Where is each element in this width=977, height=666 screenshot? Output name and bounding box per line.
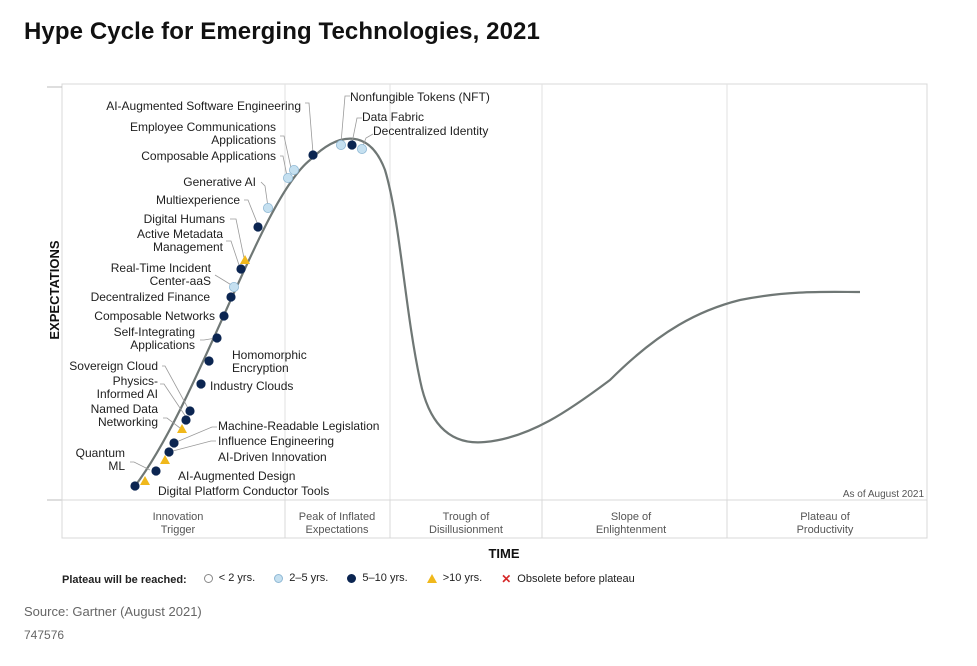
marker-decentralized-identity bbox=[356, 143, 367, 154]
hype-curve bbox=[134, 137, 861, 487]
tech-label-employee-communications-applications: Employee Communications Applications bbox=[130, 120, 276, 147]
tech-label-nonfungible-tokens: Nonfungible Tokens (NFT) bbox=[350, 90, 490, 104]
legend-label: >10 yrs. bbox=[442, 572, 483, 584]
legend-item-2-5-years: 2–5 yrs. bbox=[274, 572, 328, 584]
phase-label: Enlightenment bbox=[596, 524, 666, 536]
circle-white-icon bbox=[203, 573, 213, 583]
marker-data-fabric bbox=[347, 140, 357, 150]
phase-label: Expectations bbox=[306, 524, 369, 536]
circle-dark-icon bbox=[347, 573, 357, 583]
marker-nonfungible-tokens bbox=[335, 139, 346, 150]
source-note: Source: Gartner (August 2021) bbox=[24, 604, 202, 619]
tech-label-decentralized-finance: Decentralized Finance bbox=[91, 290, 211, 304]
phase-label: Trigger bbox=[161, 524, 196, 536]
technology-markers bbox=[130, 139, 367, 491]
tech-label-composable-networks: Composable Networks bbox=[94, 309, 215, 323]
tech-label-digital-platform-conductor-tools: Digital Platform Conductor Tools bbox=[158, 484, 329, 498]
legend-label: 5–10 yrs. bbox=[362, 572, 408, 584]
marker-employee-communications-applications bbox=[288, 164, 299, 175]
marker-composable-networks bbox=[219, 311, 229, 321]
legend-title: Plateau will be reached: bbox=[62, 573, 187, 586]
marker-physics-informed-ai bbox=[177, 424, 187, 433]
tech-label-decentralized-identity: Decentralized Identity bbox=[373, 124, 488, 138]
legend-item-under-2-years: < 2 yrs. bbox=[203, 572, 256, 584]
tech-label-industry-clouds: Industry Clouds bbox=[210, 379, 293, 393]
legend-item-5-10-years: 5–10 yrs. bbox=[347, 572, 408, 584]
marker-influence-engineering bbox=[160, 455, 170, 464]
tech-label-ai-augmented-software-engineering: AI-Augmented Software Engineering bbox=[106, 99, 301, 113]
tech-label-digital-humans: Digital Humans bbox=[144, 212, 225, 226]
marker-self-integrating-applications bbox=[212, 333, 222, 343]
marker-ai-augmented-software-engineering bbox=[308, 150, 318, 160]
tech-label-data-fabric: Data Fabric bbox=[362, 110, 424, 124]
marker-ai-augmented-design bbox=[140, 476, 150, 485]
marker-decentralized-finance bbox=[226, 292, 236, 302]
technology-labels: Digital Platform Conductor Tools AI-Augm… bbox=[69, 90, 490, 498]
y-axis-title: EXPECTATIONS bbox=[47, 240, 62, 340]
marker-multiexperience bbox=[253, 222, 263, 232]
marker-named-data-networking bbox=[181, 415, 191, 425]
tech-label-ai-augmented-design: AI-Augmented Design bbox=[178, 469, 295, 483]
marker-ai-driven-innovation bbox=[164, 447, 174, 457]
tech-label-physics-informed-ai: Physics-Informed AI bbox=[97, 374, 158, 401]
legend-label: 2–5 yrs. bbox=[289, 572, 329, 584]
marker-generative-ai bbox=[262, 202, 273, 213]
tech-label-sovereign-cloud: Sovereign Cloud bbox=[69, 359, 158, 373]
leader-lines bbox=[130, 95, 374, 471]
x-mark-icon: ✕ bbox=[501, 571, 512, 586]
legend: Plateau will be reached: < 2 yrs. 2–5 yr… bbox=[62, 572, 651, 586]
tech-label-composable-applications: Composable Applications bbox=[141, 149, 276, 163]
marker-quantum-ml bbox=[151, 466, 161, 476]
circle-light-icon bbox=[274, 573, 284, 583]
tech-label-homomorphic-encryption: Homomorphic Encryption bbox=[232, 348, 307, 375]
tech-label-generative-ai: Generative AI bbox=[183, 175, 256, 189]
tech-label-named-data-networking: Named Data Networking bbox=[91, 402, 159, 429]
phase-label: Plateau of bbox=[800, 511, 850, 523]
tech-label-multiexperience: Multiexperience bbox=[156, 193, 240, 207]
marker-homomorphic-encryption bbox=[204, 356, 214, 366]
phase-label: Disillusionment bbox=[429, 524, 503, 536]
legend-label: Obsolete before plateau bbox=[517, 572, 635, 585]
phase-band bbox=[61, 499, 928, 539]
marker-machine-readable-legislation bbox=[169, 438, 179, 448]
tech-label-quantum-ml: Quantum ML bbox=[76, 446, 126, 473]
marker-composable-applications bbox=[282, 172, 293, 183]
phase-label: Peak of Inflated bbox=[299, 511, 375, 523]
phase-label: Trough of bbox=[443, 511, 491, 523]
tech-label-influence-engineering: Influence Engineering bbox=[218, 434, 334, 448]
marker-industry-clouds bbox=[196, 379, 206, 389]
tech-label-ai-driven-innovation: AI-Driven Innovation bbox=[218, 450, 327, 464]
marker-active-metadata-management bbox=[236, 264, 246, 274]
page-title: Hype Cycle for Emerging Technologies, 20… bbox=[24, 18, 540, 45]
legend-item-over-10-years: >10 yrs. bbox=[426, 572, 483, 584]
triangle-icon bbox=[426, 573, 437, 583]
legend-item-obsolete: ✕ Obsolete before plateau bbox=[501, 573, 634, 585]
phase-label: Innovation bbox=[153, 511, 204, 523]
phase-label: Productivity bbox=[797, 524, 854, 536]
tech-label-real-time-incident-center-aas: Real-Time Incident Center-aaS bbox=[111, 261, 212, 288]
marker-sovereign-cloud bbox=[185, 406, 195, 416]
tech-label-self-integrating-applications: Self-Integrating Applications bbox=[114, 325, 195, 352]
phase-label: Slope of bbox=[611, 511, 652, 523]
document-id: 747576 bbox=[24, 628, 65, 642]
marker-digital-platform-conductor-tools bbox=[130, 481, 140, 491]
tech-label-active-metadata-management: Active Metadata Management bbox=[137, 227, 224, 254]
legend-label: < 2 yrs. bbox=[218, 572, 256, 584]
as-of-note: As of August 2021 bbox=[843, 489, 925, 500]
marker-digital-humans bbox=[240, 255, 250, 264]
marker-real-time-incident-center-aas bbox=[228, 281, 239, 292]
x-axis-title: TIME bbox=[488, 546, 519, 561]
tech-label-machine-readable-legislation: Machine-Readable Legislation bbox=[218, 419, 379, 433]
